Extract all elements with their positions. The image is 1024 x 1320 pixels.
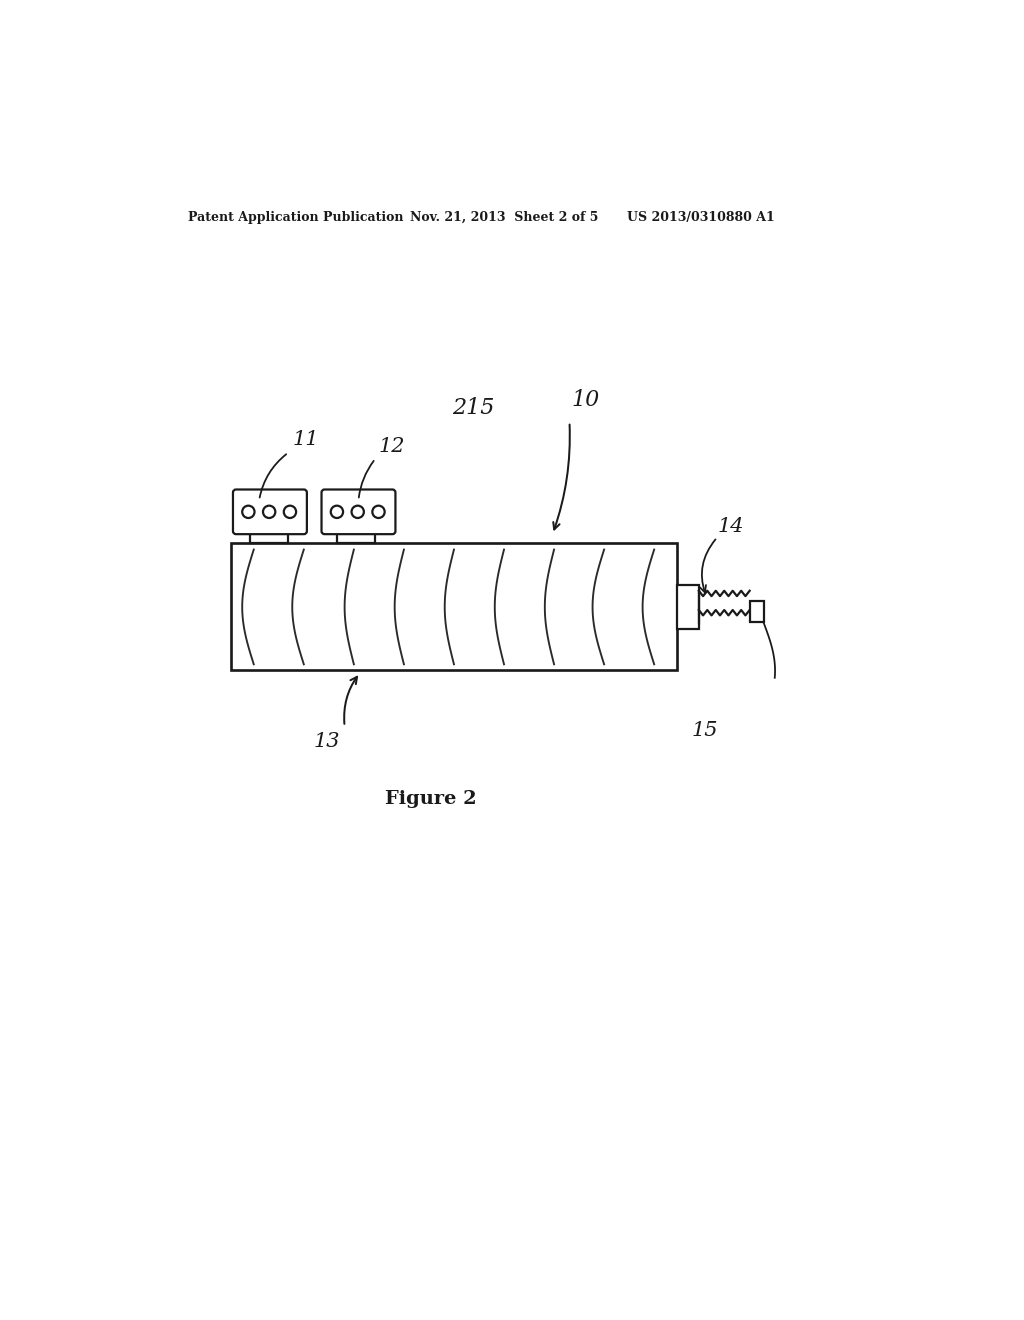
Bar (230, 544, 677, 671)
Text: 15: 15 (691, 721, 718, 739)
Text: US 2013/0310880 A1: US 2013/0310880 A1 (628, 211, 775, 224)
Bar (250, 529, 289, 544)
Text: 215: 215 (453, 397, 495, 418)
Text: 12: 12 (379, 437, 406, 455)
Bar (750, 601, 764, 622)
Text: Patent Application Publication: Patent Application Publication (188, 211, 403, 224)
Text: Nov. 21, 2013  Sheet 2 of 5: Nov. 21, 2013 Sheet 2 of 5 (410, 211, 598, 224)
Text: 13: 13 (313, 733, 340, 751)
FancyBboxPatch shape (322, 490, 395, 535)
Circle shape (243, 506, 255, 517)
Text: Figure 2: Figure 2 (385, 789, 477, 808)
Circle shape (284, 506, 296, 517)
Circle shape (331, 506, 343, 517)
Circle shape (373, 506, 385, 517)
Text: 14: 14 (717, 516, 743, 536)
Circle shape (263, 506, 275, 517)
Text: 10: 10 (571, 389, 599, 411)
FancyBboxPatch shape (233, 490, 307, 535)
Text: 11: 11 (292, 430, 318, 449)
Bar (337, 529, 376, 544)
Circle shape (351, 506, 364, 517)
Bar (677, 585, 698, 630)
